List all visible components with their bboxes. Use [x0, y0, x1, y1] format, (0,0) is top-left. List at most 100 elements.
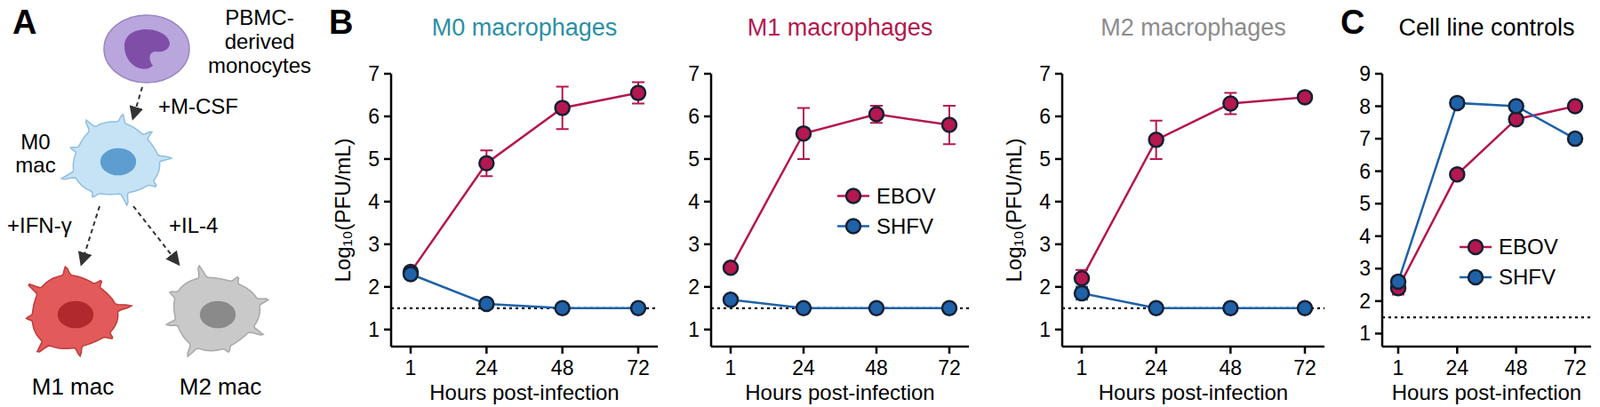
y-axis-label: Log₁₀(PFU/mL): [330, 137, 355, 282]
y-tick-label: 3: [1039, 232, 1051, 256]
y-tick: [1375, 137, 1383, 141]
legend: EBOVSHFV: [837, 184, 936, 239]
marker: [1223, 301, 1238, 316]
x-tick: [1397, 346, 1400, 354]
marker: [631, 86, 646, 101]
x-axis: [1382, 345, 1592, 349]
marker: [1297, 301, 1312, 316]
chart-title: Cell line controls: [1398, 14, 1575, 41]
x-axis-label: Hours post-infection: [1392, 380, 1582, 405]
cell-body: [104, 15, 190, 83]
y-tick-label: 7: [368, 62, 380, 86]
y-tick-label: 3: [1359, 256, 1371, 280]
y-tick: [384, 243, 392, 247]
marker: [479, 296, 494, 312]
legend-marker: [846, 219, 861, 234]
plot-area: [1382, 96, 1592, 318]
legend-label: EBOV: [1498, 234, 1559, 259]
marker: [1149, 301, 1164, 316]
legend-label: EBOV: [876, 184, 936, 208]
plot-area: [1062, 89, 1325, 315]
x-tick-label: 1: [405, 356, 417, 380]
marker: [1223, 96, 1238, 112]
chart: M0 macrophages1234567Log₁₀(PFU/mL)124487…: [330, 14, 658, 405]
x-tick: [1574, 346, 1577, 354]
x-axis-label: Hours post-infection: [429, 380, 619, 405]
y-tick-label: 1: [1359, 321, 1371, 345]
y-tick-label: 5: [1039, 147, 1051, 171]
cell-nucleus: [200, 301, 236, 329]
error-bar: [632, 82, 645, 104]
x-tick: [729, 346, 733, 354]
y-tick-label: 7: [688, 62, 700, 86]
marker: [796, 301, 811, 316]
error-bar: [480, 150, 493, 176]
y-tick-label: 4: [688, 190, 700, 214]
y-tick-label: 4: [368, 190, 380, 214]
panel-letter: A: [12, 3, 37, 41]
y-tick: [1375, 234, 1383, 238]
y-tick-label: 8: [1359, 95, 1371, 119]
y-axis: [390, 73, 393, 347]
marker: [1449, 167, 1464, 182]
y-tick: [1055, 243, 1063, 247]
x-tick: [1304, 346, 1307, 354]
chart: Cell line controls1234567891244872Hours …: [1359, 14, 1592, 405]
x-tick: [802, 346, 806, 354]
marker: [1149, 132, 1164, 147]
x-tick-label: 1: [725, 356, 737, 380]
y-tick: [1375, 202, 1383, 206]
y-tick: [704, 115, 712, 119]
cell-label: mac: [15, 152, 56, 177]
legend-marker: [1468, 240, 1483, 255]
marker: [796, 126, 811, 141]
series-line: [410, 93, 639, 273]
marker: [555, 100, 570, 115]
y-tick-label: 6: [368, 104, 380, 128]
marker: [631, 301, 646, 316]
x-tick-label: 24: [792, 356, 816, 380]
marker: [403, 266, 418, 281]
y-axis: [1061, 73, 1064, 347]
marker: [1074, 271, 1089, 286]
diagram: PBMC-derivedmonocytes+M-CSFM0mac+IFN-γ+I…: [7, 5, 312, 400]
y-tick-label: 1: [1039, 318, 1051, 342]
arrow: [133, 87, 143, 118]
y-tick-label: 9: [1359, 62, 1371, 86]
x-tick-label: 72: [1293, 356, 1317, 380]
error-bar: [556, 86, 569, 129]
chart: M2 macrophages1234567Log₁₀(PFU/mL)124487…: [1001, 14, 1325, 405]
y-tick-label: 6: [688, 104, 700, 128]
marker: [869, 107, 884, 122]
arrow: [81, 206, 100, 264]
error-bar: [1150, 120, 1163, 160]
series-line: [1081, 293, 1305, 309]
y-tick: [384, 158, 392, 161]
marker: [555, 301, 570, 316]
step-label: +IFN-γ: [7, 213, 72, 238]
series-line: [730, 299, 950, 309]
chart-title: M1 macrophages: [747, 14, 934, 41]
series-line: [1081, 96, 1305, 279]
y-tick-label: 4: [1359, 224, 1371, 248]
y-tick: [1375, 300, 1383, 304]
chart: M1 macrophages12345671244872Hours post-i…: [688, 14, 969, 405]
x-tick: [1154, 346, 1158, 354]
y-tick-label: 2: [368, 275, 380, 299]
x-tick-label: 72: [626, 356, 650, 380]
series-line: [1398, 103, 1576, 282]
y-tick-label: 2: [1039, 275, 1051, 299]
marker: [1297, 89, 1312, 104]
series-line: [1398, 106, 1576, 289]
cell-label: M1 mac: [32, 373, 114, 400]
x-tick: [409, 346, 413, 354]
cell-body: [26, 266, 132, 357]
marker: [1449, 96, 1464, 111]
error-bar: [870, 105, 883, 123]
x-tick-label: 1: [1392, 356, 1405, 380]
y-tick: [1055, 328, 1063, 332]
marker: [723, 292, 738, 307]
y-tick: [704, 72, 712, 76]
marker: [869, 301, 884, 316]
y-tick-label: 4: [1039, 190, 1051, 214]
